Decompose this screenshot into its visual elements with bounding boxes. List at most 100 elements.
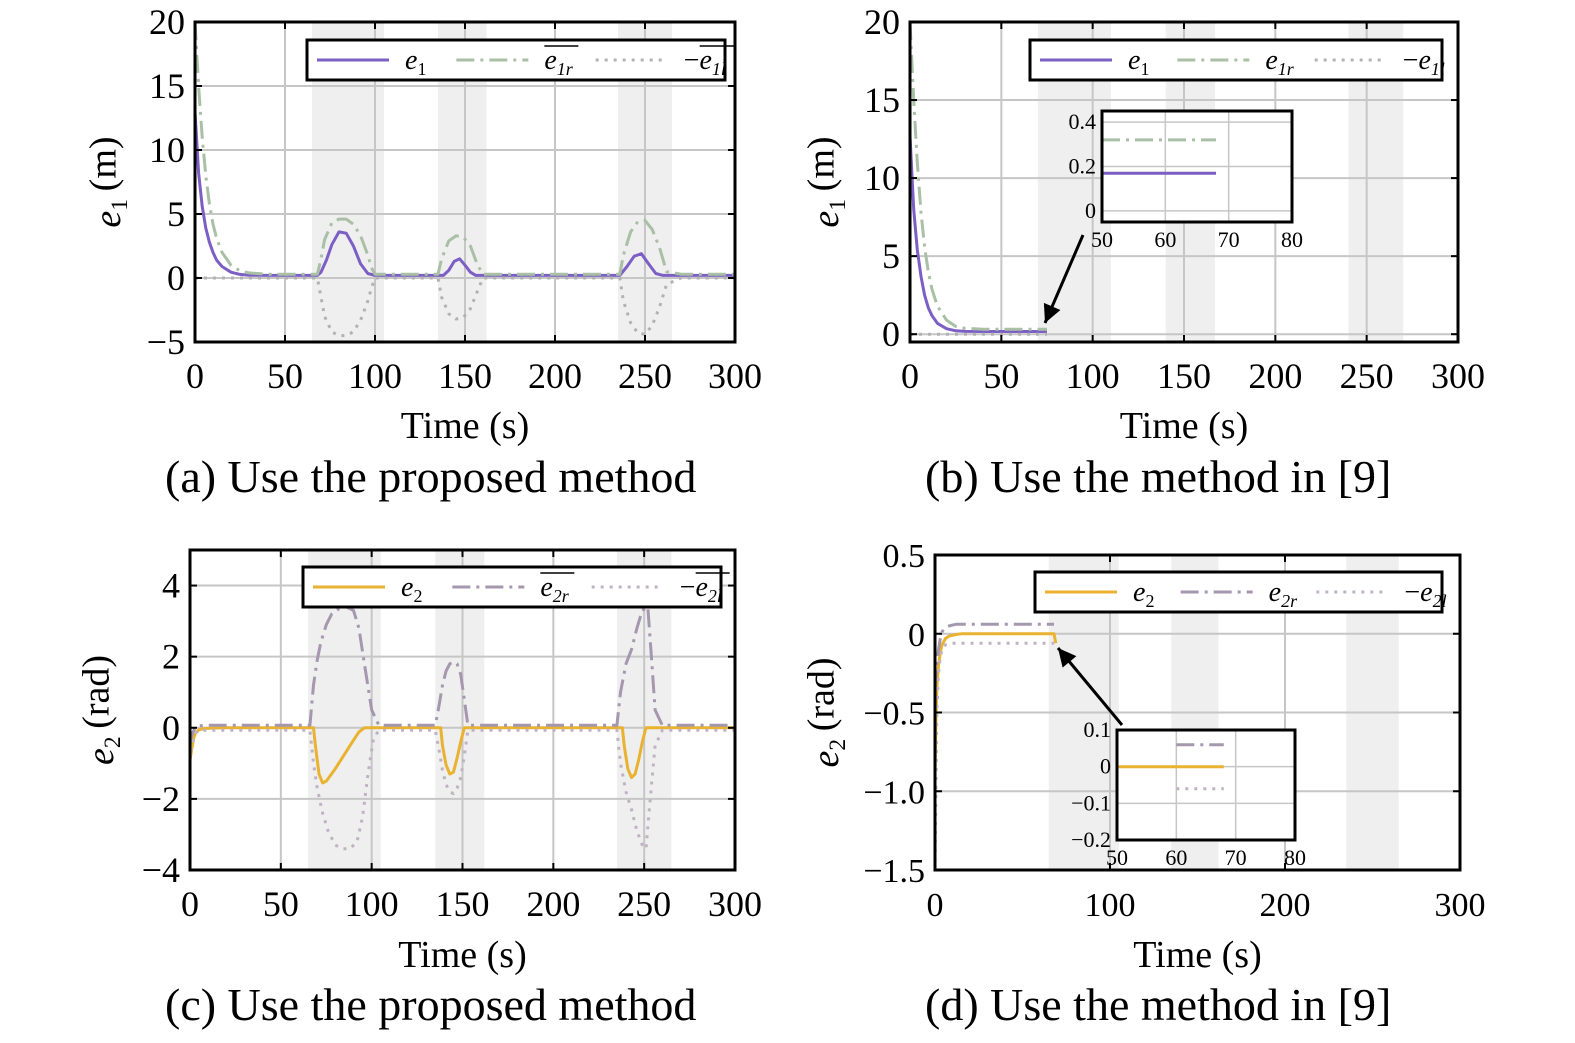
chart-a-y-tick-label: 10 xyxy=(149,130,185,170)
chart-a-y-tick-label: 20 xyxy=(149,2,185,42)
chart-b-legend: e1 e1r −e1l xyxy=(1028,38,1445,82)
chart-b-x-tick-label: 50 xyxy=(983,356,1019,396)
chart-d-inset-x-tick-label: 50 xyxy=(1106,845,1128,870)
legend-base: e xyxy=(1420,577,1432,608)
chart-b-inset-y-tick-label: 0 xyxy=(1085,198,1096,223)
chart-b-inset-x-tick-label: 60 xyxy=(1154,227,1176,252)
chart-c-x-tick-label: 250 xyxy=(617,884,671,924)
legend-prefix: − xyxy=(1403,45,1419,76)
chart-b-x-tick-label: 0 xyxy=(901,356,919,396)
chart-d-x-tick-label: 0 xyxy=(927,887,944,924)
chart-d-y-tick-label: −0.5 xyxy=(863,696,925,733)
chart-c-legend: e2 e2r −e2l xyxy=(301,565,730,609)
chart-d-x-axis-label: Time (s) xyxy=(1133,934,1261,976)
legend-subscript: 2 xyxy=(1145,591,1154,611)
chart-a-x-tick-label: 200 xyxy=(528,356,582,396)
chart-c-y-tick-label: −4 xyxy=(142,850,180,890)
chart-b-y-tick-label: 5 xyxy=(882,236,900,276)
chart-a-y-tick-label: 0 xyxy=(167,258,185,298)
legend-subscript: 2l xyxy=(1433,591,1447,611)
legend-base: e xyxy=(699,45,711,76)
chart-c-x-tick-label: 200 xyxy=(526,884,580,924)
legend-base: e xyxy=(401,572,413,603)
legend-prefix: − xyxy=(684,45,700,76)
chart-d-inset: 50 60 70 80 −0.2 −0.1 0 0.1 xyxy=(1071,717,1306,870)
legend-subscript: 1l xyxy=(1431,59,1445,79)
chart-a-line-e1r xyxy=(195,22,735,276)
chart-b-x-tick-label: 300 xyxy=(1431,356,1485,396)
chart-b-x-axis-label: Time (s) xyxy=(1120,405,1248,447)
chart-d-y-axis-label: e2 (rad) xyxy=(801,657,851,767)
chart-c-x-axis-label: Time (s) xyxy=(398,934,526,976)
chart-b-y-tick-label: 15 xyxy=(864,80,900,120)
chart-b-y-tick-label: 0 xyxy=(882,314,900,354)
chart-b-y-tick-label: 10 xyxy=(864,158,900,198)
chart-b-inset-frame xyxy=(1100,109,1294,224)
label-unit: (rad) xyxy=(801,657,843,738)
chart-c-y-tick-label: −2 xyxy=(142,779,180,819)
chart-c-x-tick-label: 150 xyxy=(436,884,490,924)
legend-subscript: 1l xyxy=(712,59,726,79)
legend-subscript: 1 xyxy=(1140,59,1149,79)
chart-d-inset-y-tick-label: −0.1 xyxy=(1071,790,1111,815)
chart-d-inset-area xyxy=(1117,730,1295,840)
chart-a-y-axis-label: e1 (m) xyxy=(83,136,133,227)
chart-d-x-tick-label: 200 xyxy=(1260,887,1311,924)
chart-d-legend: e2 e2r −e2l xyxy=(1033,570,1447,614)
legend-subscript: 2 xyxy=(413,586,422,606)
chart-b-y-axis-label: e1 (m) xyxy=(801,136,851,227)
chart-d-inset-x-tick-label: 80 xyxy=(1284,845,1306,870)
caption-d: (d) Use the method in [9] xyxy=(925,979,1392,1030)
chart-a-legend-entry: −e1l xyxy=(684,45,726,79)
label-base: e xyxy=(80,748,122,765)
caption-b: (b) Use the method in [9] xyxy=(925,451,1392,502)
chart-b-line-e1 xyxy=(910,135,1047,333)
chart-c-y-tick-label: 4 xyxy=(162,566,180,606)
chart-c-y-tick-label: 0 xyxy=(162,708,180,748)
chart-b-inset-x-tick-label: 70 xyxy=(1218,227,1240,252)
chart-b-inset-y-tick-label: 0.4 xyxy=(1069,109,1097,134)
chart-a-x-tick-label: 300 xyxy=(708,356,762,396)
chart-b-line-e1r xyxy=(910,22,1047,331)
chart-d-legend-entry: −e2l xyxy=(1404,577,1446,611)
legend-subscript: 2r xyxy=(1281,591,1298,611)
caption-c: (c) Use the proposed method xyxy=(165,979,697,1030)
chart-b-inset-x-tick-label: 80 xyxy=(1281,227,1303,252)
label-subscript: 1 xyxy=(825,199,851,211)
chart-c-legend-entry: e2 xyxy=(401,572,422,606)
chart-b-inset-y-tick-label: 0.2 xyxy=(1069,154,1097,179)
chart-c-line-e2l xyxy=(190,728,735,851)
chart-b-inset: 50 60 70 80 0 0.2 0.4 xyxy=(1069,109,1304,252)
chart-d-legend-entry: e2r xyxy=(1269,577,1298,611)
chart-a-x-tick-label: 50 xyxy=(267,356,303,396)
chart-b-legend-entry: −e1l xyxy=(1403,45,1445,79)
chart-b-y-tick-label: 20 xyxy=(864,2,900,42)
chart-c-legend-entry: e2r xyxy=(540,572,569,606)
chart-b-legend-entry: e1r xyxy=(1265,45,1294,79)
label-unit: (m) xyxy=(83,136,125,198)
chart-d-inset-frame xyxy=(1115,728,1297,842)
chart-c-x-tick-label: 50 xyxy=(263,884,299,924)
legend-base: e xyxy=(1133,577,1145,608)
chart-d-x-tick-label: 300 xyxy=(1435,887,1486,924)
legend-subscript: 2r xyxy=(553,586,570,606)
label-unit: (m) xyxy=(801,136,843,198)
legend-base: e xyxy=(1128,45,1140,76)
chart-a-line-e1 xyxy=(195,111,735,277)
legend-base: e xyxy=(1418,45,1430,76)
chart-c-y-tick-label: 2 xyxy=(162,637,180,677)
chart-a-x-tick-label: 250 xyxy=(618,356,672,396)
chart-b-x-tick-label: 250 xyxy=(1340,356,1394,396)
chart-d-y-tick-label: −1.0 xyxy=(863,774,925,811)
chart-c-line-e2r xyxy=(190,605,735,746)
chart-a-x-tick-label: 0 xyxy=(186,356,204,396)
chart-c-y-axis-label: e2 (rad) xyxy=(76,655,126,765)
legend-subscript: 1 xyxy=(417,59,426,79)
chart-d-y-tick-label: 0 xyxy=(908,617,925,654)
chart-a-x-tick-label: 100 xyxy=(348,356,402,396)
chart-d-inset-y-tick-label: −0.2 xyxy=(1071,827,1111,852)
chart-d-line-e2r xyxy=(935,622,1054,690)
chart-a-legend: e1 e1r −e1l xyxy=(305,38,734,82)
